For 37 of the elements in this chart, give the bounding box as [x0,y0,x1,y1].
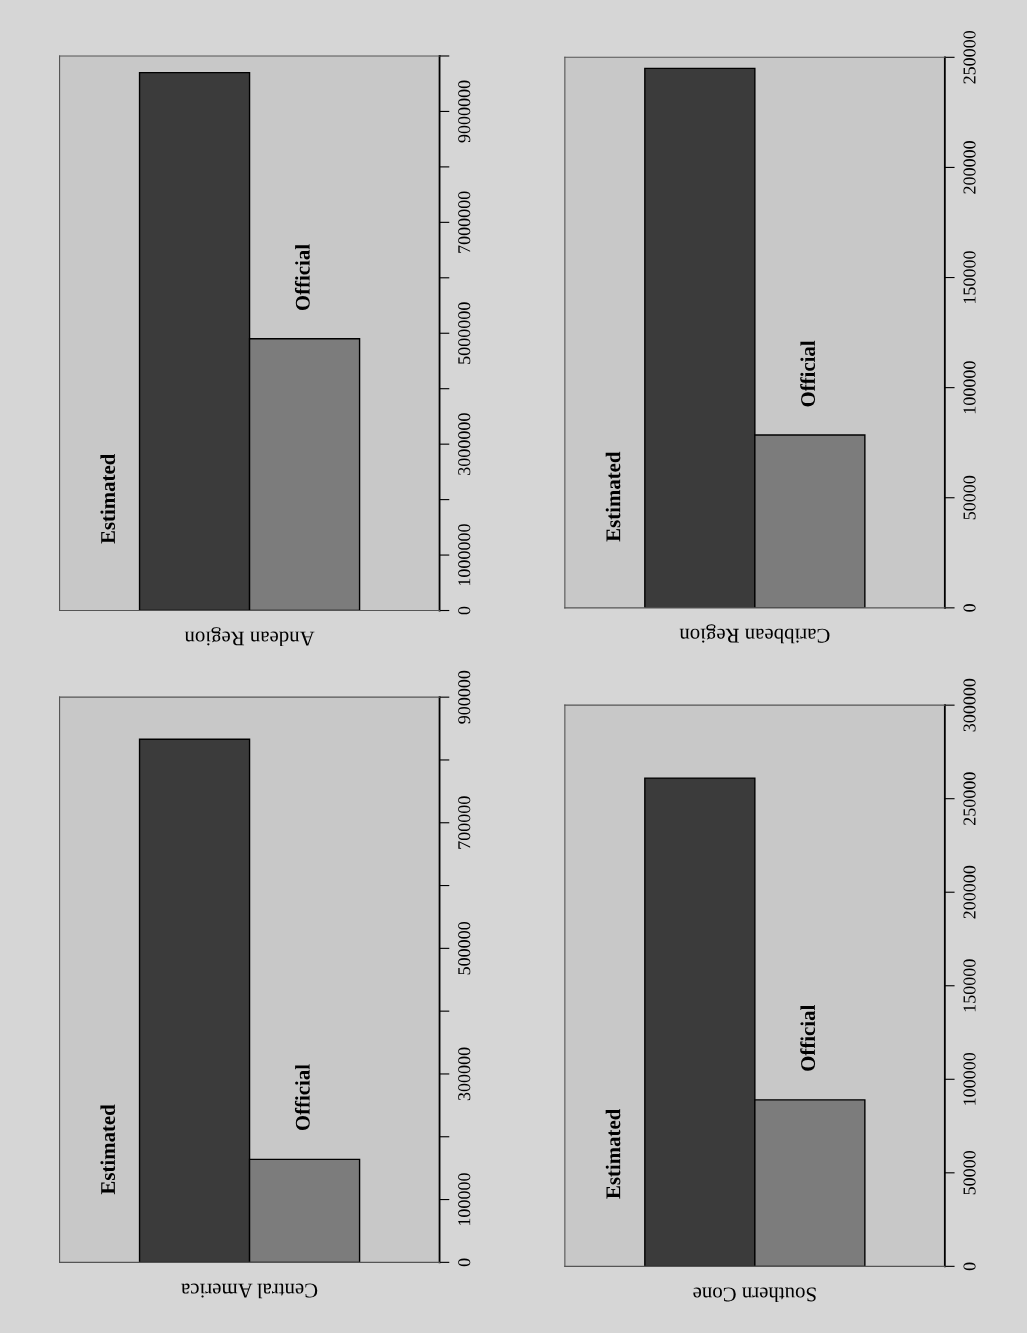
y-tick-label: 100000 [963,361,976,414]
y-tick-label: 150000 [963,959,976,1012]
y-tick-label: 7000000 [458,191,471,253]
text: Central America [181,1283,318,1299]
y-tick-label: 50000 [963,475,976,520]
y-tick-label: 300000 [458,1047,471,1101]
y-tick-label: 5000000 [458,302,471,364]
y-tick-label: 150000 [963,251,976,304]
y-tick-label: 9000000 [458,80,471,143]
y-tick-label: 0 [458,1258,471,1267]
y-tick-label: 0 [963,1262,976,1271]
y-tick-label: 500000 [458,921,471,975]
y-tick-label: 700000 [458,796,471,849]
y-tick-label: 1000000 [458,524,471,586]
x-tick-label: Estimated [100,1104,116,1195]
x-tick-label: Official [800,340,816,407]
y-tick-label: 100000 [963,1052,976,1105]
x-tick-label: Official [294,244,310,311]
x-tick-label: Official [294,1064,310,1131]
y-tick-label: 300000 [963,678,976,732]
text: Andean Region [184,627,315,647]
text: Caribbean Region [679,624,830,644]
x-tick-label: Official [800,1005,816,1071]
y-tick-label: 3000000 [458,413,471,475]
y-tick-label: 100000 [458,1173,471,1226]
x-tick-label: Estimated [605,451,621,542]
y-tick-label: 50000 [963,1150,976,1195]
x-tick-label: Estimated [605,1108,621,1199]
y-tick-label: 250000 [963,772,976,825]
x-tick-label: Estimated [100,453,116,544]
y-tick-label: 0 [963,604,976,612]
y-tick-label: 900000 [458,670,471,724]
y-tick-label: 250000 [963,30,976,84]
y-tick-label: 0 [458,606,471,615]
y-tick-label: 200000 [963,865,976,919]
text: Southern Cone [693,1287,816,1303]
y-tick-label: 200000 [963,141,976,194]
